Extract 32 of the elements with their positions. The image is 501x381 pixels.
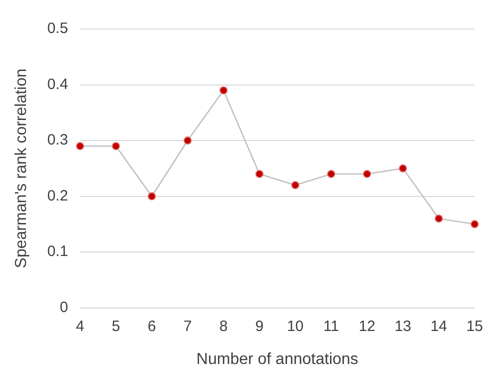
x-tick-label: 7 xyxy=(184,318,192,335)
point xyxy=(76,142,84,150)
x-tick-label: 8 xyxy=(219,318,228,335)
x-tick-label: 5 xyxy=(112,318,120,335)
point xyxy=(148,192,156,200)
y-tick-label: 0.3 xyxy=(47,132,68,149)
point xyxy=(363,170,372,178)
point xyxy=(112,142,120,150)
x-tick-label: 13 xyxy=(394,318,412,335)
point xyxy=(220,86,228,94)
x-tick-label: 12 xyxy=(358,318,376,335)
x-tick-label: 11 xyxy=(323,318,339,335)
x-tick-label: 10 xyxy=(286,318,304,335)
point xyxy=(327,170,336,178)
x-tick-label: 6 xyxy=(148,318,156,335)
point xyxy=(398,164,407,172)
x-tick-label: 15 xyxy=(466,318,483,335)
point xyxy=(470,220,479,228)
point xyxy=(255,170,264,178)
x-tick-label: 4 xyxy=(76,318,84,335)
y-axis-title: Spearman's rank correlation xyxy=(13,68,30,268)
x-tick-label: 9 xyxy=(255,318,264,335)
y-tick-label: 0 xyxy=(60,298,68,316)
y-tick-label: 0.4 xyxy=(47,76,68,93)
point xyxy=(184,136,192,145)
y-tick-label: 0.1 xyxy=(47,243,68,260)
x-tick-label: 14 xyxy=(430,318,448,335)
point xyxy=(291,181,300,190)
x-axis-title: Number of annotations xyxy=(196,350,358,368)
y-tick-label: 0.2 xyxy=(47,187,68,204)
y-tick-label: 0.5 xyxy=(47,20,68,38)
point xyxy=(434,214,443,223)
